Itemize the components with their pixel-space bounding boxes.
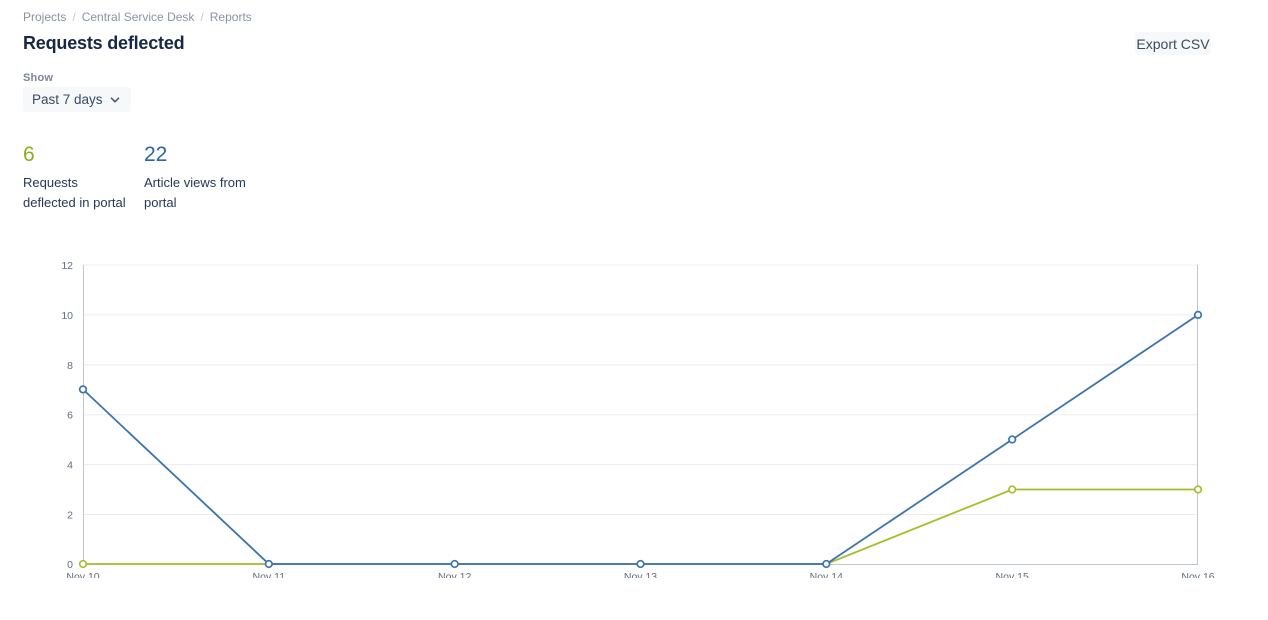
svg-text:10: 10	[61, 310, 73, 322]
svg-text:Nov 14: Nov 14	[810, 571, 843, 578]
svg-text:4: 4	[67, 460, 73, 472]
svg-text:8: 8	[67, 360, 73, 372]
svg-text:12: 12	[61, 260, 73, 272]
svg-text:Nov 13: Nov 13	[624, 571, 657, 578]
svg-text:Nov 16: Nov 16	[1181, 571, 1214, 578]
svg-text:Nov 10: Nov 10	[66, 571, 99, 578]
svg-text:Nov 15: Nov 15	[996, 571, 1029, 578]
svg-text:Nov 12: Nov 12	[438, 571, 471, 578]
svg-text:0: 0	[67, 559, 73, 571]
svg-text:2: 2	[67, 510, 73, 522]
svg-text:6: 6	[67, 410, 73, 422]
svg-text:Nov 11: Nov 11	[253, 571, 286, 578]
